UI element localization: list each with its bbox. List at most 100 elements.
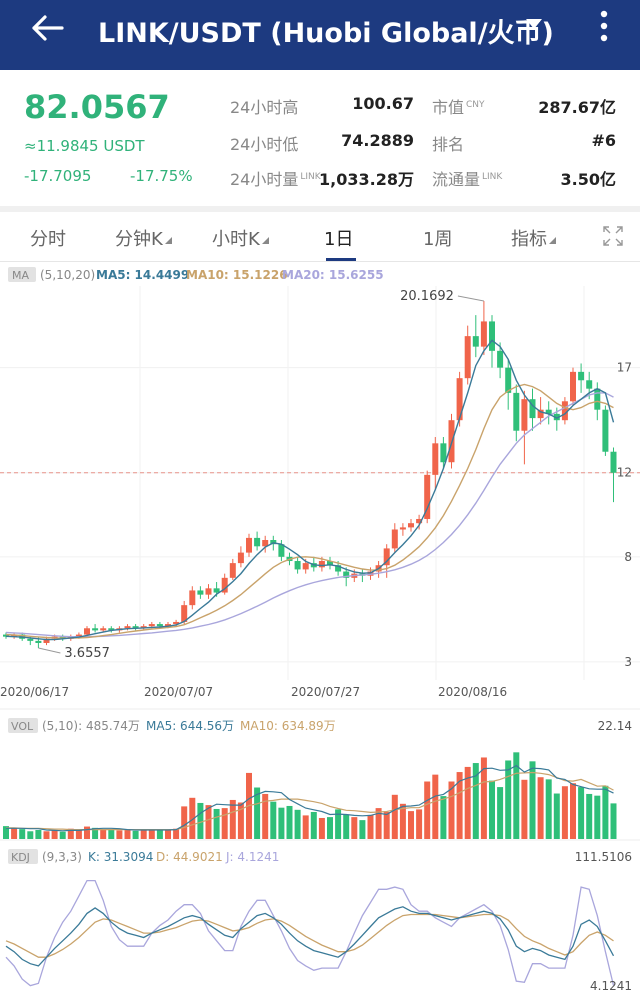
candle-body <box>148 624 155 627</box>
y-tick-label: 3 <box>624 655 632 669</box>
candle-body <box>246 537 252 553</box>
candle-body <box>84 628 90 635</box>
candle-body <box>537 409 544 419</box>
fullscreen-icon[interactable] <box>603 226 623 246</box>
stat-label-low: 24小时低 <box>230 135 299 154</box>
volume-bar <box>416 809 423 839</box>
volume-bar <box>35 829 42 839</box>
volume-bar <box>254 787 261 839</box>
stat-label-volume: 24小时量 LINK <box>230 170 321 189</box>
stat-label-rank: 排名 <box>432 135 465 154</box>
volume-bar <box>335 809 342 839</box>
legend-kdj-params: (9,3,3) <box>42 850 82 864</box>
candle-body <box>432 443 439 475</box>
arrow-left-icon[interactable] <box>28 8 68 48</box>
candle-body <box>43 638 50 643</box>
volume-bar <box>75 829 82 839</box>
candle-body <box>189 590 196 606</box>
candle-body <box>35 640 42 643</box>
candle-body <box>416 518 423 524</box>
candle-body <box>335 565 342 572</box>
volume-bar <box>327 817 333 839</box>
candle-body <box>197 590 204 595</box>
volume-bar <box>586 793 593 839</box>
volume-bar <box>351 817 358 839</box>
tab-hour-k[interactable]: 小时K <box>212 225 269 251</box>
tab-1-week[interactable]: 1周 <box>423 229 453 250</box>
candle-body <box>165 624 171 627</box>
volume-bar <box>286 805 293 839</box>
candle-body <box>262 540 269 547</box>
volume-bar <box>408 811 414 839</box>
volume-bar <box>116 830 123 839</box>
candle-body <box>302 563 309 570</box>
kline-chart[interactable]: 20.1692 3.6557 17 12 8 3 2020/06/17 2020/07/07 2… <box>0 262 640 1004</box>
volume-bar <box>375 808 382 839</box>
y-tick-label: 8 <box>624 550 632 564</box>
candle-body <box>391 529 398 549</box>
candle-body <box>327 561 333 566</box>
caret-down-icon[interactable] <box>524 14 544 34</box>
volume-chart <box>3 752 617 839</box>
candle-body <box>602 409 609 452</box>
candle-body <box>399 527 406 530</box>
dropdown-corner-icon <box>261 237 269 244</box>
vol-ma5-line <box>6 764 614 832</box>
volume-bar <box>602 785 609 839</box>
last-price: 82.0567 <box>24 88 170 126</box>
volume-bar <box>108 829 115 839</box>
legend-vol-params: (5,10): 485.74万 <box>42 719 140 733</box>
tab-timeshare[interactable]: 分时 <box>30 229 66 250</box>
volume-bar <box>440 796 447 839</box>
page-title[interactable]: LINK/USDT (Huobi Global/火币) <box>98 18 554 49</box>
candle-body <box>505 367 512 393</box>
candle-body <box>456 378 463 421</box>
candle-body <box>3 634 9 637</box>
volume-bar <box>294 809 301 839</box>
volume-bar <box>448 781 455 839</box>
volume-bar <box>189 797 196 839</box>
stat-label-circulation: 流通量 LINK <box>432 170 503 189</box>
tab-indicators[interactable]: 指标 <box>511 225 556 251</box>
candle-body <box>213 588 220 593</box>
volume-bar <box>497 787 504 839</box>
volume-bar <box>148 829 155 839</box>
legend-ma5: MA5: 14.4499 <box>96 268 189 282</box>
volume-bar <box>610 803 617 839</box>
legend-tag-vol: VOL <box>11 720 34 733</box>
volume-bar <box>11 827 18 839</box>
volume-bar <box>318 817 325 839</box>
candle-body <box>578 371 585 381</box>
ma-lines <box>5 339 615 641</box>
tab-1-day[interactable]: 1日 <box>324 229 354 250</box>
legend-tag-vol-bg <box>8 718 38 733</box>
volume-bar <box>165 830 171 839</box>
app-bar: LINK/USDT (Huobi Global/火币) <box>0 0 640 70</box>
kdj-j-line <box>5 879 615 987</box>
volume-bar <box>383 811 390 839</box>
vol-max-label: 22.14 <box>598 719 632 733</box>
volume-bar <box>472 763 479 839</box>
candle-body <box>132 626 139 629</box>
volume-bar <box>67 828 74 839</box>
legend-tag-ma-bg <box>8 267 36 282</box>
candle-body <box>489 321 495 351</box>
candle-body <box>229 563 236 578</box>
price-usdt: ≈11.9845 USDT <box>24 137 145 155</box>
stat-value-volume: 1,033.28万 <box>319 170 414 189</box>
volume-bar <box>270 801 277 839</box>
candlesticks <box>3 301 617 649</box>
candle-body <box>173 621 180 625</box>
legend-tag-kdj: KDJ <box>11 851 30 864</box>
chart-labels: 20.1692 3.6557 17 12 8 3 2020/06/17 2020/07/07 2… <box>0 289 632 993</box>
tab-minute-k[interactable]: 分钟K <box>115 225 172 251</box>
volume-bar <box>480 757 487 839</box>
volume-bar <box>278 807 285 839</box>
candle-body <box>278 544 285 557</box>
candle-body <box>237 552 244 564</box>
more-vertical-icon[interactable] <box>592 9 616 43</box>
candle-body <box>586 380 593 389</box>
volume-bar <box>59 831 66 839</box>
candle-body <box>408 523 414 528</box>
volume-bar <box>181 806 188 839</box>
